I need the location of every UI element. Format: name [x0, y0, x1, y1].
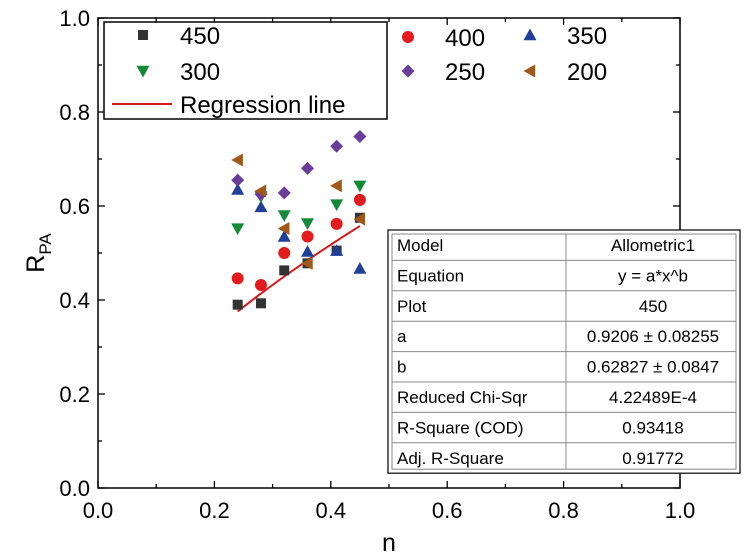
axis-tick-labels: 0.0 0.2 0.4 0.6 0.8 1.0 0.0 0.2 0.4 0.6 0.8 1.0	[59, 6, 695, 523]
y-tick-label: 0.4	[59, 288, 90, 313]
x-tick-label: 0.0	[83, 498, 114, 523]
data-point-350	[353, 262, 367, 274]
legend-label-250: 250	[445, 59, 485, 86]
legend-label-350: 350	[567, 23, 607, 50]
data-point-250	[277, 186, 291, 200]
data-point-350	[231, 183, 245, 195]
fit-table-value: Allometric1	[611, 236, 695, 255]
x-tick-label: 0.2	[199, 498, 230, 523]
legend-box	[103, 21, 388, 120]
data-point-350	[301, 245, 315, 257]
x-tick-label: 0.4	[316, 498, 347, 523]
legend-label-regression: Regression line	[180, 92, 345, 119]
data-point-400	[301, 230, 314, 243]
fit-table-value: 450	[639, 297, 667, 316]
fit-table-label: Reduced Chi-Sqr	[397, 388, 528, 407]
y-tick-label: 0.0	[59, 476, 90, 501]
fit-table-label: Model	[397, 236, 443, 255]
y-axis-title-main: R	[22, 255, 50, 273]
fit-table-value: 4.22489E-4	[609, 388, 697, 407]
legend-marker-250	[401, 64, 415, 78]
legend-label-300: 300	[180, 59, 220, 86]
data-point-300	[330, 199, 344, 212]
x-tick-label: 0.8	[548, 498, 579, 523]
fit-table-value: 0.9206 ± 0.08255	[587, 327, 719, 346]
data-point-400	[254, 278, 267, 291]
y-tick-label: 0.2	[59, 382, 90, 407]
fit-table-label: b	[397, 358, 406, 377]
y-tick-label: 0.6	[59, 194, 90, 219]
legend-marker-400	[402, 31, 414, 43]
legend-marker-300	[136, 65, 150, 78]
data-point-250	[353, 129, 367, 143]
data-point-200	[254, 184, 267, 198]
fit-table-label: Adj. R-Square	[397, 449, 504, 468]
legend-marker-200	[523, 64, 536, 78]
data-point-300	[231, 223, 245, 236]
fit-table-value: 0.62827 ± 0.0847	[587, 358, 719, 377]
data-point-200	[330, 179, 342, 193]
data-point-350	[277, 230, 291, 242]
regression-line	[237, 225, 361, 313]
data-point-200	[301, 256, 313, 270]
fit-table-label: R-Square (COD)	[397, 418, 524, 437]
data-point-400	[353, 193, 366, 206]
data-point-250	[231, 173, 245, 187]
y-tick-label: 0.8	[59, 100, 90, 125]
data-point-350	[254, 200, 268, 213]
legend-marker-450	[138, 30, 148, 40]
data-point-300	[301, 218, 315, 230]
data-point-300	[353, 180, 367, 193]
fit-table-label: a	[397, 327, 407, 346]
data-point-400	[278, 247, 291, 259]
data-point-250	[330, 139, 344, 153]
data-point-450	[255, 298, 266, 309]
fit-table-label: Equation	[397, 266, 464, 285]
data-point-350	[330, 244, 344, 256]
fit-table: Model Allometric1 Equation y = a*x^b Plot 450…	[387, 229, 741, 474]
legend: 450 400 350 300 250 200 Regression line	[112, 23, 607, 119]
data-point-450	[232, 299, 243, 310]
data-point-400	[231, 272, 244, 285]
fit-table-value: 0.93418	[622, 418, 683, 437]
fit-table-label: Plot	[397, 297, 427, 316]
data-point-200	[353, 212, 366, 226]
y-axis-title: RPA	[22, 233, 55, 273]
fit-table-value: y = a*x^b	[618, 266, 688, 285]
data-point-250	[301, 161, 315, 175]
x-axis-title: n	[382, 529, 396, 557]
data-points	[231, 129, 367, 310]
data-point-200	[277, 222, 290, 236]
data-point-400	[330, 217, 343, 230]
x-tick-label: 1.0	[665, 498, 696, 523]
legend-label-400: 400	[445, 25, 485, 52]
fit-table-value: 0.91772	[622, 449, 683, 468]
legend-marker-350	[523, 28, 537, 41]
data-point-300	[277, 210, 291, 222]
x-tick-label: 0.6	[432, 498, 463, 523]
data-point-200	[231, 153, 243, 167]
y-axis-title-subscript: PA	[36, 233, 55, 255]
y-tick-label: 1.0	[59, 6, 90, 31]
regression-line-group	[237, 225, 361, 313]
legend-label-450: 450	[180, 23, 220, 50]
legend-label-200: 200	[567, 59, 607, 86]
data-point-450	[279, 265, 290, 276]
